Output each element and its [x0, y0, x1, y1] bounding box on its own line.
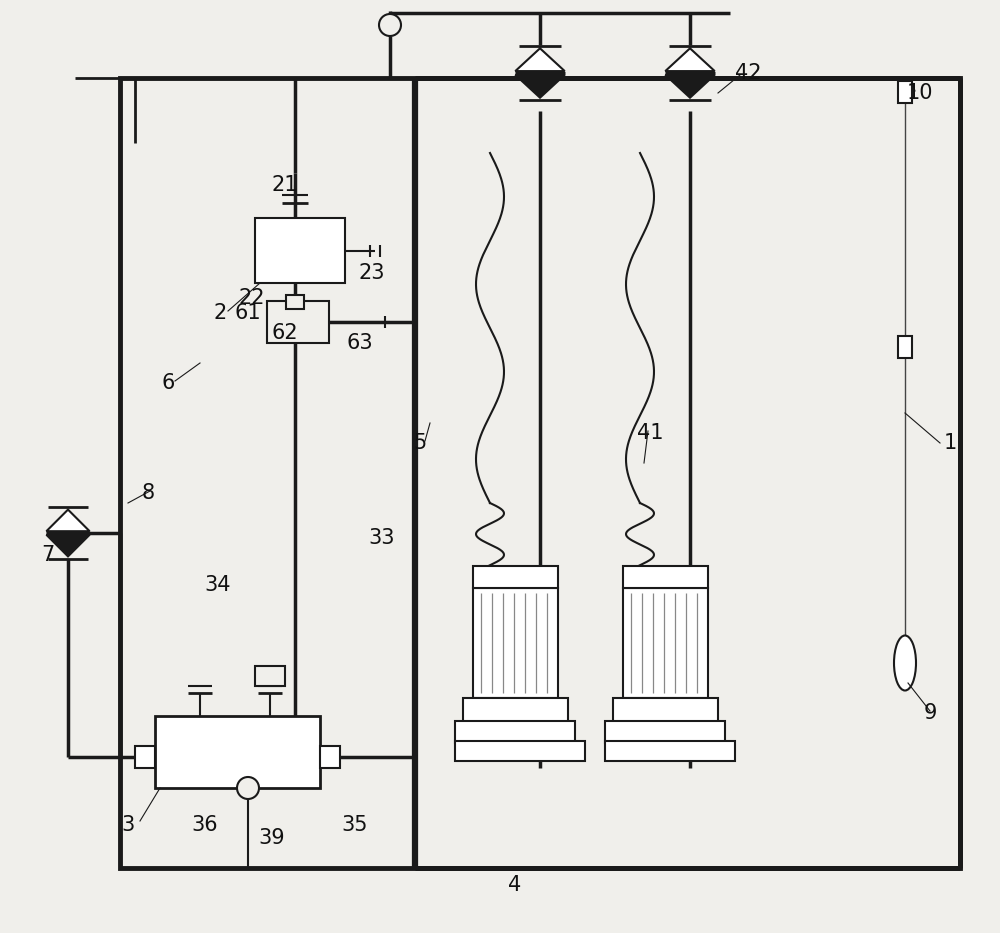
Text: 2: 2	[213, 303, 227, 323]
Polygon shape	[46, 535, 90, 556]
Bar	[898, 81, 912, 103]
Text: 41: 41	[637, 423, 663, 443]
Bar	[120, 78, 960, 868]
Ellipse shape	[894, 635, 916, 690]
Bar	[255, 666, 285, 686]
Text: 34: 34	[205, 575, 231, 595]
Text: 7: 7	[41, 545, 55, 565]
Text: 8: 8	[141, 483, 155, 503]
Bar	[605, 721, 725, 743]
Text: 35: 35	[342, 815, 368, 835]
Text: 33: 33	[369, 528, 395, 548]
Bar	[135, 746, 155, 768]
Text: 39: 39	[259, 828, 285, 848]
Text: 62: 62	[272, 323, 298, 343]
Bar	[623, 588, 708, 698]
Text: 9: 9	[923, 703, 937, 723]
Bar	[267, 301, 329, 343]
Bar	[463, 698, 568, 723]
Polygon shape	[665, 75, 715, 98]
Text: 36: 36	[192, 815, 218, 835]
Polygon shape	[515, 49, 565, 71]
Polygon shape	[515, 75, 565, 98]
Bar	[455, 721, 575, 743]
Text: 4: 4	[508, 875, 522, 895]
Bar	[155, 716, 320, 788]
Bar	[473, 566, 558, 588]
Polygon shape	[46, 509, 90, 531]
Circle shape	[237, 777, 259, 799]
Bar	[255, 218, 345, 283]
Text: 61: 61	[235, 303, 261, 323]
Bar	[623, 566, 708, 588]
Text: 42: 42	[735, 63, 761, 83]
Text: 5: 5	[413, 433, 427, 453]
Text: 22: 22	[239, 288, 265, 308]
Bar	[473, 588, 558, 698]
Text: 21: 21	[272, 175, 298, 195]
Bar	[320, 746, 340, 768]
Text: 10: 10	[907, 83, 933, 103]
Text: 63: 63	[347, 333, 373, 353]
Bar	[455, 741, 585, 761]
Text: 23: 23	[359, 263, 385, 283]
Bar	[286, 295, 304, 309]
Bar	[613, 698, 718, 723]
Bar	[605, 741, 735, 761]
Text: 1: 1	[943, 433, 957, 453]
Bar	[898, 336, 912, 358]
Circle shape	[379, 14, 401, 36]
Text: 6: 6	[161, 373, 175, 393]
Text: 3: 3	[121, 815, 135, 835]
Polygon shape	[665, 49, 715, 71]
